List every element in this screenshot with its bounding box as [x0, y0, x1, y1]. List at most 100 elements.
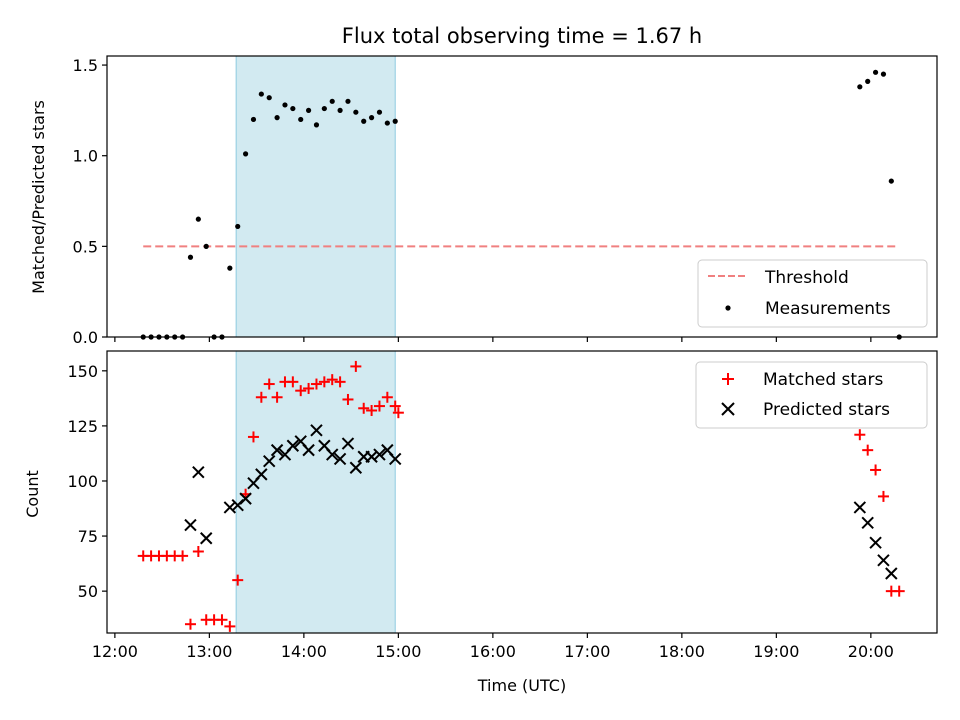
x-axis-label: Time (UTC) — [477, 676, 566, 695]
x-b — [239, 492, 252, 505]
predicted-star-point — [333, 452, 347, 466]
legend-matched-swatch — [722, 373, 734, 385]
measurement-point — [282, 102, 288, 108]
x-tick-label: 18:00 — [659, 642, 705, 661]
legend-predicted-swatch — [721, 402, 735, 416]
predicted-star-point — [365, 450, 378, 463]
measurement-point — [235, 223, 241, 230]
predicted-star-point — [885, 567, 898, 580]
predicted-star-point — [263, 454, 276, 468]
measurement-point — [337, 107, 343, 113]
legend-measurements-label: Measurements — [765, 299, 891, 319]
matched-star-point — [177, 550, 189, 562]
predicted-star-point — [310, 424, 323, 437]
matched-star-point — [271, 391, 283, 403]
matched-star-point — [893, 585, 905, 597]
x-b — [373, 448, 386, 461]
measurement-point — [195, 216, 201, 222]
x-b — [286, 439, 300, 452]
x-b — [869, 536, 882, 549]
measurement-point — [321, 105, 327, 112]
bottom-y-tick-label: 100 — [67, 472, 98, 491]
predicted-star-point — [192, 465, 205, 479]
measurement-point — [305, 107, 312, 113]
matched-star-point — [877, 490, 889, 502]
x-b — [853, 501, 867, 514]
x-b — [302, 443, 315, 457]
measurement-point — [266, 95, 272, 101]
bottom-panel: 50 75 100 125 150 12:00 13:00 14:00 15:00 16:00 17… — [67, 350, 938, 661]
measurement-point — [290, 105, 296, 112]
matched-star-point — [184, 618, 196, 630]
x-b — [310, 424, 323, 437]
matched-star-point — [224, 620, 236, 632]
measurement-point — [227, 265, 233, 271]
bottom-y-tick-label: 150 — [67, 362, 98, 381]
matched-star-point — [295, 385, 307, 397]
x-tick-label: 20:00 — [848, 642, 894, 661]
x-b — [223, 501, 237, 514]
measurement-point — [361, 118, 367, 124]
top-observing-span — [235, 55, 396, 338]
measurement-point — [353, 109, 359, 115]
x-tick-label: 12:00 — [92, 642, 138, 661]
x-tick-label: 16:00 — [470, 642, 516, 661]
x-tick-label: 15:00 — [375, 642, 421, 661]
matched-star-point — [287, 376, 299, 388]
top-y-axis-label: Matched/Predicted stars — [29, 100, 48, 294]
legend-matched-label: Matched stars — [763, 370, 883, 390]
matched-star-point — [318, 376, 330, 388]
bottom-y-axis-label: Count — [23, 470, 42, 518]
predicted-star-point — [255, 468, 268, 481]
matched-star-point — [870, 464, 882, 476]
x-b — [381, 443, 394, 457]
matched-star-point — [334, 376, 346, 388]
x-b — [318, 439, 331, 452]
predicted-star-point — [270, 443, 284, 457]
x-b — [877, 554, 890, 567]
predicted-star-point — [184, 518, 197, 532]
matched-star-point — [247, 431, 259, 443]
matched-star-point — [192, 545, 204, 557]
measurement-point — [857, 84, 863, 90]
predicted-star-point — [200, 532, 213, 545]
x-tick-label: 19:00 — [753, 642, 799, 661]
matched-star-point — [862, 444, 874, 456]
x-b — [184, 518, 197, 532]
top-y-tick-label: 1.0 — [73, 147, 98, 166]
top-panel: 0.0 0.5 1.0 1.5 — [73, 55, 938, 347]
x-b — [192, 465, 205, 479]
measurement-point — [187, 254, 194, 260]
matched-star-point — [216, 614, 228, 626]
predicted-star-point — [239, 492, 252, 505]
matched-star-point — [366, 404, 378, 416]
matched-star-point — [389, 400, 401, 412]
legend-threshold-label: Threshold — [764, 268, 849, 288]
measurement-point — [880, 71, 887, 77]
matched-star-point — [392, 407, 404, 419]
predicted-star-point — [349, 461, 363, 474]
measurement-point — [250, 116, 257, 123]
matched-star-point — [854, 429, 866, 441]
x-b — [861, 516, 874, 530]
measurement-point — [368, 115, 375, 121]
top-axes-frame — [106, 55, 938, 338]
measurement-point — [888, 178, 894, 184]
measurement-point — [384, 120, 390, 126]
top-y-tick-label: 1.5 — [73, 56, 98, 75]
matched-star-point — [350, 360, 362, 372]
bottom-y-tick-label: 75 — [78, 527, 98, 546]
x-b — [200, 532, 213, 545]
matched-star-point — [381, 391, 393, 403]
predicted-star-point — [853, 501, 867, 514]
predicted-star-point — [341, 437, 355, 450]
measurement-point — [274, 115, 280, 121]
matched-star-point — [232, 574, 244, 586]
x-b — [294, 435, 307, 448]
matched-star-point — [326, 374, 338, 386]
predicted-star-point — [861, 516, 874, 530]
top-legend: Threshold Measurements — [697, 259, 928, 328]
x-b — [365, 450, 378, 463]
measurement-point — [345, 98, 351, 104]
x-tick-label: 17:00 — [564, 642, 610, 661]
